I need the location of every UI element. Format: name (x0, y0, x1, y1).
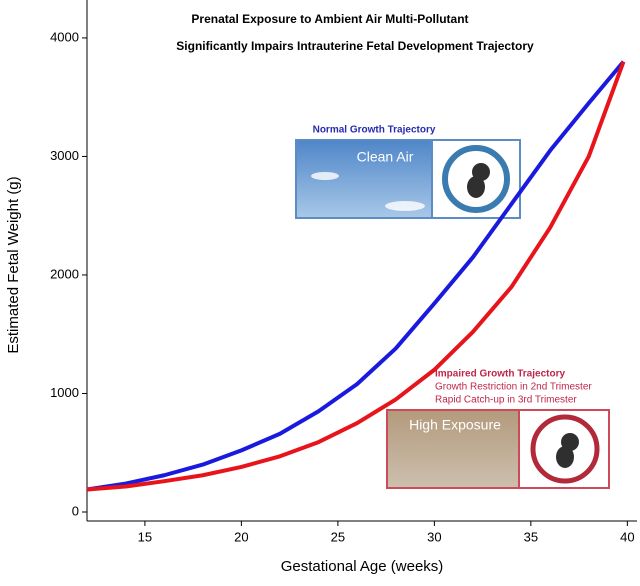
x-tick-label: 15 (138, 529, 152, 544)
y-tick-label: 3000 (50, 148, 79, 163)
high-exposure-image: High Exposure (386, 409, 610, 489)
y-axis-label: Estimated Fetal Weight (g) (5, 176, 22, 353)
series-line (86, 60, 626, 492)
x-axis-label: Gestational Age (weeks) (281, 558, 444, 575)
image-label: High Exposure (409, 417, 501, 433)
x-tick-label: 35 (524, 529, 538, 544)
clean-air-image: Clean Air (295, 139, 521, 219)
y-tick-label: 0 (72, 503, 79, 518)
annotation: Impaired Growth Trajectory (435, 369, 565, 380)
chart-subtitle: Significantly Impairs Intrauterine Fetal… (176, 39, 534, 53)
x-tick-label: 30 (427, 529, 441, 544)
y-tick-label: 2000 (50, 266, 79, 281)
x-tick-label: 40 (620, 529, 634, 544)
y-tick-label: 4000 (50, 29, 79, 44)
annotation: Rapid Catch-up in 3rd Trimester (435, 395, 577, 406)
chart-title: Prenatal Exposure to Ambient Air Multi-P… (191, 12, 468, 26)
annotation: Normal Growth Trajectory (313, 125, 436, 136)
image-label: Clean Air (357, 149, 414, 165)
annotation: Growth Restriction in 2nd Trimester (435, 382, 592, 393)
y-tick-label: 1000 (50, 385, 79, 400)
x-tick-label: 25 (331, 529, 345, 544)
series-line (86, 60, 626, 492)
x-tick-label: 20 (234, 529, 248, 544)
